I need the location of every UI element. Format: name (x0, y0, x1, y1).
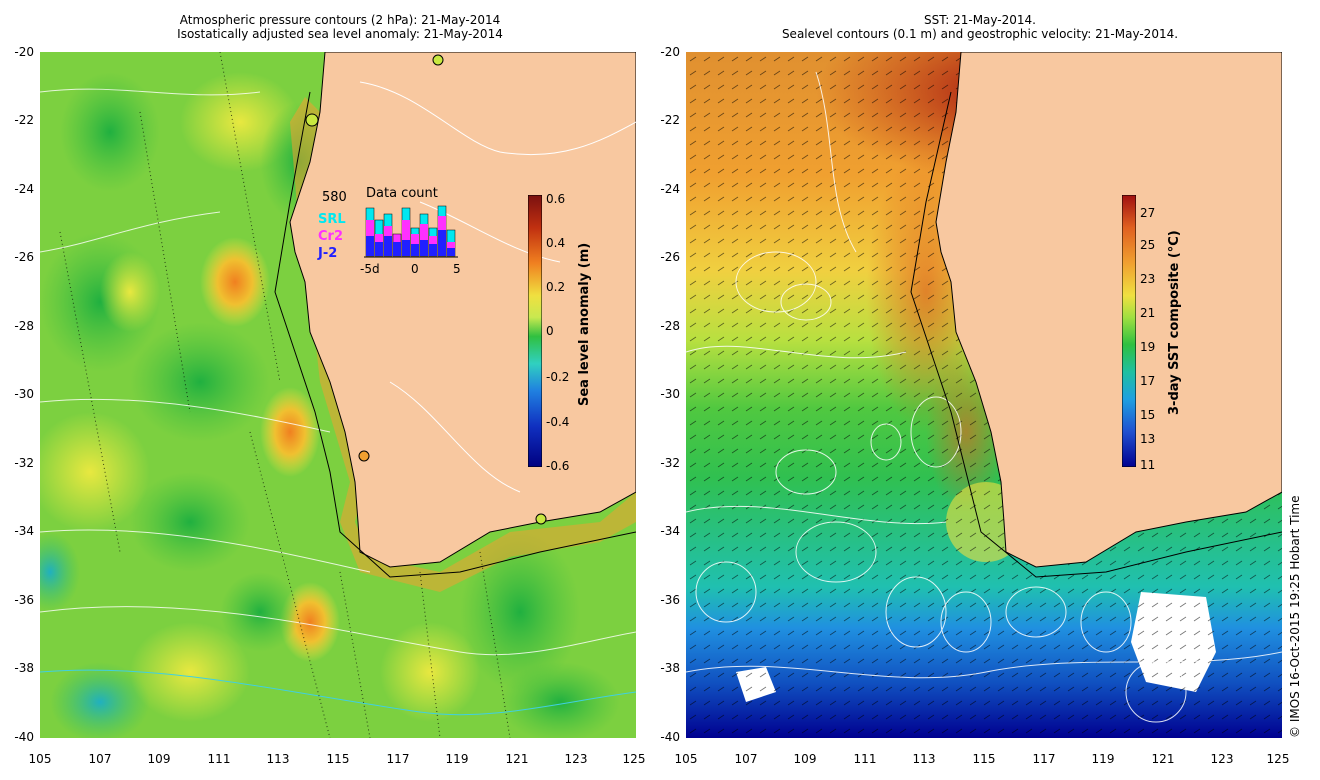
inset-xtick-start: -5d (360, 262, 380, 276)
left-xtick-7: 119 (445, 752, 469, 766)
right-cb-tick-8: 11 (1140, 458, 1156, 472)
right-ytick-4: -28 (660, 319, 680, 333)
inset-count: 580 (322, 190, 347, 205)
right-title-line1: SST: 21-May-2014. (924, 13, 1036, 27)
left-title-line2: Isostatically adjusted sea level anomaly… (177, 27, 503, 41)
inset-bar-chart (364, 205, 458, 258)
left-cb-tick-2: 0.2 (546, 280, 566, 294)
left-xtick-0: 105 (28, 752, 52, 766)
right-ytick-7: -34 (660, 524, 680, 538)
left-xtick-8: 121 (505, 752, 529, 766)
left-title-line1: Atmospheric pressure contours (2 hPa): 2… (179, 13, 501, 27)
left-colorbar (528, 195, 542, 467)
right-ytick-8: -36 (660, 593, 680, 607)
right-xtick-4: 113 (912, 752, 936, 766)
left-xtick-1: 107 (88, 752, 112, 766)
left-xtick-10: 125 (622, 752, 646, 766)
left-cb-tick-3: 0 (546, 324, 554, 338)
right-ytick-9: -38 (660, 661, 680, 675)
left-cb-tick-4: -0.2 (546, 370, 570, 384)
right-xtick-3: 111 (853, 752, 877, 766)
left-xtick-9: 123 (564, 752, 588, 766)
inset-legend-srl: SRL (318, 212, 346, 227)
left-ytick-3: -26 (14, 250, 34, 264)
right-xtick-1: 107 (734, 752, 758, 766)
left-map (40, 52, 636, 738)
left-ytick-2: -24 (14, 182, 34, 196)
inset-legend-cr2: Cr2 (318, 229, 343, 244)
inset-bars (365, 205, 456, 257)
inset-legend-j2: J-2 (318, 246, 338, 261)
left-cb-tick-0: 0.6 (546, 192, 566, 206)
right-title-line2: Sealevel contours (0.1 m) and geostrophi… (781, 27, 1179, 41)
right-cb-tick-2: 23 (1140, 272, 1156, 286)
right-cb-tick-5: 17 (1140, 374, 1156, 388)
right-xtick-2: 109 (793, 752, 817, 766)
left-xtick-4: 113 (266, 752, 290, 766)
inset-xtick-mid: 0 (411, 262, 419, 276)
left-xtick-6: 117 (386, 752, 410, 766)
right-colorbar-label: 3-day SST composite (°C) (1167, 230, 1182, 415)
right-xtick-8: 121 (1151, 752, 1175, 766)
inset-heading: Data count (366, 186, 438, 201)
right-ytick-0: -20 (660, 45, 680, 59)
right-cb-tick-6: 15 (1140, 408, 1156, 422)
right-map (686, 52, 1282, 738)
right-ytick-1: -22 (660, 113, 680, 127)
right-xtick-7: 119 (1091, 752, 1115, 766)
right-ytick-6: -32 (660, 456, 680, 470)
left-xtick-3: 111 (207, 752, 231, 766)
right-xtick-6: 117 (1032, 752, 1056, 766)
left-ytick-5: -30 (14, 387, 34, 401)
left-cb-tick-6: -0.6 (546, 459, 570, 473)
right-ytick-3: -26 (660, 250, 680, 264)
left-ytick-10: -40 (14, 730, 34, 744)
right-cb-tick-4: 19 (1140, 340, 1156, 354)
left-xtick-2: 109 (147, 752, 171, 766)
right-colorbar (1122, 195, 1136, 467)
right-cb-tick-3: 21 (1140, 306, 1156, 320)
left-ytick-9: -38 (14, 661, 34, 675)
left-ytick-8: -36 (14, 593, 34, 607)
left-cb-tick-1: 0.4 (546, 236, 566, 250)
left-ytick-1: -22 (14, 113, 34, 127)
left-ytick-7: -34 (14, 524, 34, 538)
left-ytick-0: -20 (14, 45, 34, 59)
credit-text: © IMOS 16-Oct-2015 19:25 Hobart Time (1288, 495, 1302, 738)
left-cb-tick-5: -0.4 (546, 415, 570, 429)
right-xtick-9: 123 (1210, 752, 1234, 766)
right-ytick-10: -40 (660, 730, 680, 744)
right-cb-tick-1: 25 (1140, 238, 1156, 252)
right-xtick-5: 115 (972, 752, 996, 766)
left-xtick-5: 115 (326, 752, 350, 766)
inset-xtick-end: 5 (453, 262, 461, 276)
right-cb-tick-0: 27 (1140, 206, 1156, 220)
right-cb-tick-7: 13 (1140, 432, 1156, 446)
left-ytick-6: -32 (14, 456, 34, 470)
left-ytick-4: -28 (14, 319, 34, 333)
right-ytick-2: -24 (660, 182, 680, 196)
right-ytick-5: -30 (660, 387, 680, 401)
right-xtick-0: 105 (674, 752, 698, 766)
right-xtick-10: 125 (1266, 752, 1290, 766)
left-colorbar-label: Sea level anomaly (m) (577, 242, 592, 406)
